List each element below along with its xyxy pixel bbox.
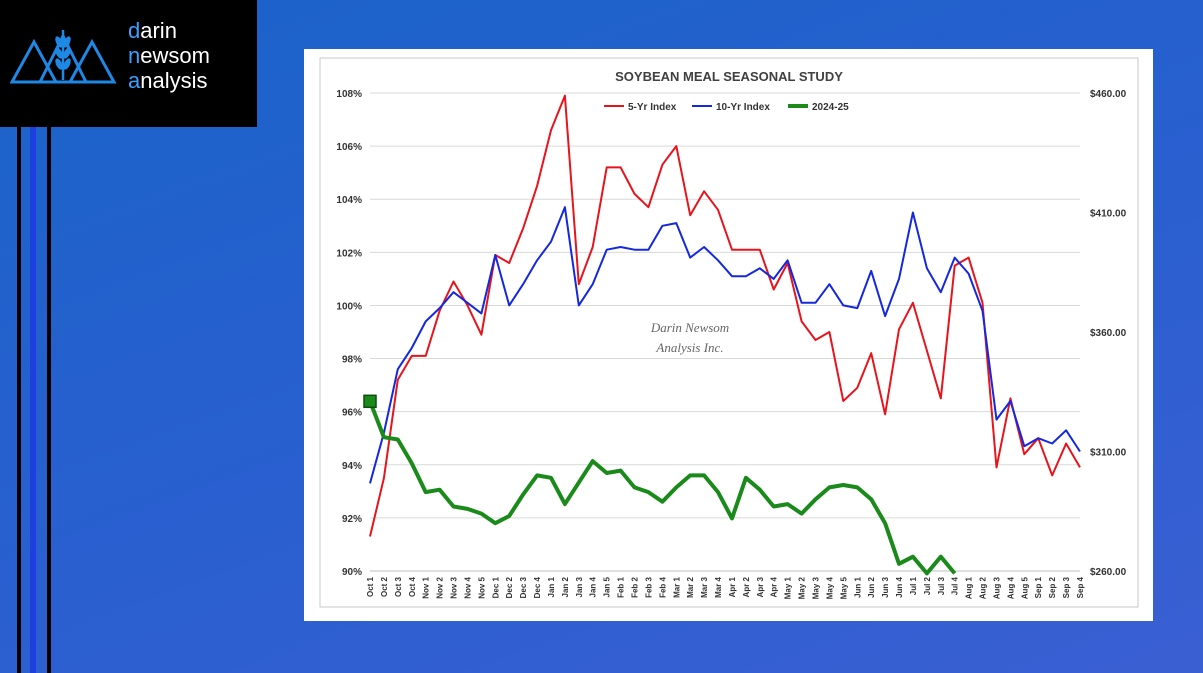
x-tick-label: Nov 3 [450, 576, 459, 598]
x-tick-label: Aug 5 [1020, 576, 1029, 599]
y-left-tick-label: 92% [342, 514, 362, 525]
x-tick-label: Feb 2 [631, 576, 640, 597]
x-tick-label: Sep 3 [1062, 576, 1071, 598]
y-right-tick-label: $410.00 [1090, 209, 1127, 220]
x-tick-label: Nov 4 [463, 576, 472, 598]
x-tick-label: Nov 2 [436, 576, 445, 598]
x-tick-label: Dec 2 [505, 576, 514, 598]
x-tick-label: Apr 4 [770, 576, 779, 597]
y-left-tick-label: 104% [336, 195, 362, 206]
x-tick-label: Jan 4 [589, 576, 598, 597]
watermark-text: Analysis Inc. [655, 340, 723, 355]
x-tick-label: Oct 3 [394, 576, 403, 597]
x-tick-label: May 5 [839, 576, 848, 599]
x-tick-label: Nov 1 [422, 576, 431, 598]
x-tick-label: Jul 1 [909, 576, 918, 595]
x-tick-label: Apr 1 [728, 576, 737, 597]
brand-line-1: darin [128, 18, 177, 43]
y-left-tick-label: 90% [342, 567, 362, 578]
x-tick-label: Oct 4 [408, 576, 417, 597]
x-tick-label: Apr 2 [742, 576, 751, 597]
x-tick-label: Jun 4 [895, 576, 904, 597]
brand-logo: darin newsom analysis [0, 0, 257, 127]
x-tick-label: May 2 [798, 576, 807, 599]
x-tick-label: Mar 2 [686, 576, 695, 597]
x-tick-label: Mar 4 [714, 576, 723, 597]
legend-label: 5-Yr Index [628, 102, 677, 113]
series-line [369, 206, 1081, 484]
y-right-tick-label: $460.00 [1090, 89, 1127, 100]
brand-line-3: analysis [128, 68, 208, 93]
decorative-rule [30, 127, 36, 673]
y-left-tick-label: 108% [336, 89, 362, 100]
x-tick-label: Feb 1 [617, 576, 626, 597]
series-line [369, 94, 1081, 537]
y-right-tick-label: $260.00 [1090, 567, 1127, 578]
chart-border [319, 57, 1139, 608]
y-left-tick-label: 106% [336, 142, 362, 153]
x-tick-label: Mar 3 [700, 576, 709, 597]
x-tick-label: Jun 1 [853, 576, 862, 597]
y-right-tick-label: $310.00 [1090, 448, 1127, 459]
x-tick-label: Oct 2 [380, 576, 389, 597]
y-left-tick-label: 98% [342, 355, 362, 366]
x-tick-label: Jan 1 [547, 576, 556, 597]
seasonal-chart: 90% 92% 94% 96% 98% 100% 102% 104% 106% 108% $260.… [319, 57, 1139, 608]
y-left-tick-label: 100% [336, 301, 362, 312]
chart-title: SOYBEAN MEAL SEASONAL STUDY [615, 69, 843, 84]
legend-label: 2024-25 [812, 102, 849, 113]
x-tick-label: Aug 4 [1006, 576, 1015, 599]
wheat-mountains-icon [10, 30, 117, 84]
series-start-marker [363, 394, 377, 409]
x-tick-label: Aug 3 [992, 576, 1001, 599]
y-left-tick-label: 94% [342, 461, 362, 472]
x-tick-label: Dec 3 [519, 576, 528, 598]
x-tick-label: Oct 1 [366, 576, 375, 597]
x-tick-label: Jul 3 [937, 576, 946, 595]
x-tick-label: Sep 1 [1034, 576, 1043, 598]
x-tick-label: Jul 2 [923, 576, 932, 595]
legend-label: 10-Yr Index [716, 102, 770, 113]
x-tick-label: Feb 4 [658, 576, 667, 597]
x-tick-label: Dec 1 [491, 576, 500, 598]
x-tick-label: May 4 [825, 576, 834, 599]
x-tick-label: May 1 [784, 576, 793, 599]
brand-line-2: newsom [128, 43, 210, 68]
x-tick-label: Jan 3 [575, 576, 584, 597]
x-tick-label: Dec 4 [533, 576, 542, 598]
x-tick-label: May 3 [811, 576, 820, 599]
series-line [368, 400, 957, 576]
x-tick-label: Aug 2 [979, 576, 988, 599]
y-left-tick-label: 96% [342, 408, 362, 419]
x-tick-label: Jan 2 [561, 576, 570, 597]
x-tick-label: Aug 1 [965, 576, 974, 599]
x-tick-label: Jan 5 [603, 576, 612, 597]
x-tick-label: Jun 3 [881, 576, 890, 597]
decorative-rule [47, 127, 51, 673]
x-tick-label: Jul 4 [951, 576, 960, 595]
x-tick-label: Sep 2 [1048, 576, 1057, 598]
brand-wordmark: darin newsom analysis [128, 18, 210, 93]
chart-panel: 90% 92% 94% 96% 98% 100% 102% 104% 106% 108% $260.… [304, 49, 1153, 621]
y-left-tick-label: 102% [336, 248, 362, 259]
decorative-rule [17, 127, 21, 673]
x-tick-label: Apr 3 [756, 576, 765, 597]
x-tick-label: Feb 3 [644, 576, 653, 597]
y-right-tick-label: $360.00 [1090, 328, 1127, 339]
x-tick-label: Jun 2 [867, 576, 876, 597]
x-tick-label: Nov 5 [477, 576, 486, 598]
watermark-text: Darin Newsom [650, 320, 729, 335]
x-tick-label: Sep 4 [1076, 576, 1085, 598]
x-tick-label: Mar 1 [672, 576, 681, 597]
